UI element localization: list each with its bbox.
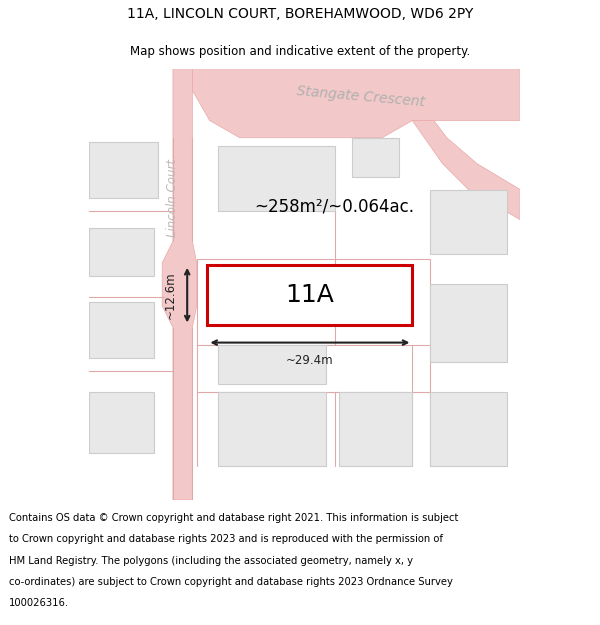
Polygon shape bbox=[352, 138, 400, 177]
Polygon shape bbox=[162, 69, 197, 500]
Polygon shape bbox=[218, 146, 335, 211]
Text: 11A: 11A bbox=[286, 283, 334, 307]
Polygon shape bbox=[218, 345, 326, 384]
Text: 100026316.: 100026316. bbox=[9, 598, 69, 608]
Text: ~12.6m: ~12.6m bbox=[163, 271, 176, 319]
Text: Stangate Crescent: Stangate Crescent bbox=[296, 84, 425, 109]
Polygon shape bbox=[430, 284, 507, 362]
Polygon shape bbox=[193, 69, 520, 138]
Text: 11A, LINCOLN COURT, BOREHAMWOOD, WD6 2PY: 11A, LINCOLN COURT, BOREHAMWOOD, WD6 2PY bbox=[127, 8, 473, 21]
Polygon shape bbox=[89, 392, 154, 452]
Text: co-ordinates) are subject to Crown copyright and database rights 2023 Ordnance S: co-ordinates) are subject to Crown copyr… bbox=[9, 577, 453, 587]
Polygon shape bbox=[412, 121, 520, 220]
Text: Contains OS data © Crown copyright and database right 2021. This information is : Contains OS data © Crown copyright and d… bbox=[9, 513, 458, 523]
Text: to Crown copyright and database rights 2023 and is reproduced with the permissio: to Crown copyright and database rights 2… bbox=[9, 534, 443, 544]
Text: ~29.4m: ~29.4m bbox=[286, 354, 334, 367]
Text: Lincoln Court: Lincoln Court bbox=[166, 159, 179, 237]
Polygon shape bbox=[339, 392, 412, 466]
Polygon shape bbox=[218, 392, 326, 466]
Text: Map shows position and indicative extent of the property.: Map shows position and indicative extent… bbox=[130, 45, 470, 58]
Polygon shape bbox=[89, 142, 158, 198]
FancyBboxPatch shape bbox=[208, 265, 412, 326]
Text: HM Land Registry. The polygons (including the associated geometry, namely x, y: HM Land Registry. The polygons (includin… bbox=[9, 556, 413, 566]
Polygon shape bbox=[89, 302, 154, 358]
Polygon shape bbox=[430, 392, 507, 466]
Polygon shape bbox=[89, 228, 154, 276]
Text: ~258m²/~0.064ac.: ~258m²/~0.064ac. bbox=[254, 198, 415, 216]
Polygon shape bbox=[430, 189, 507, 254]
